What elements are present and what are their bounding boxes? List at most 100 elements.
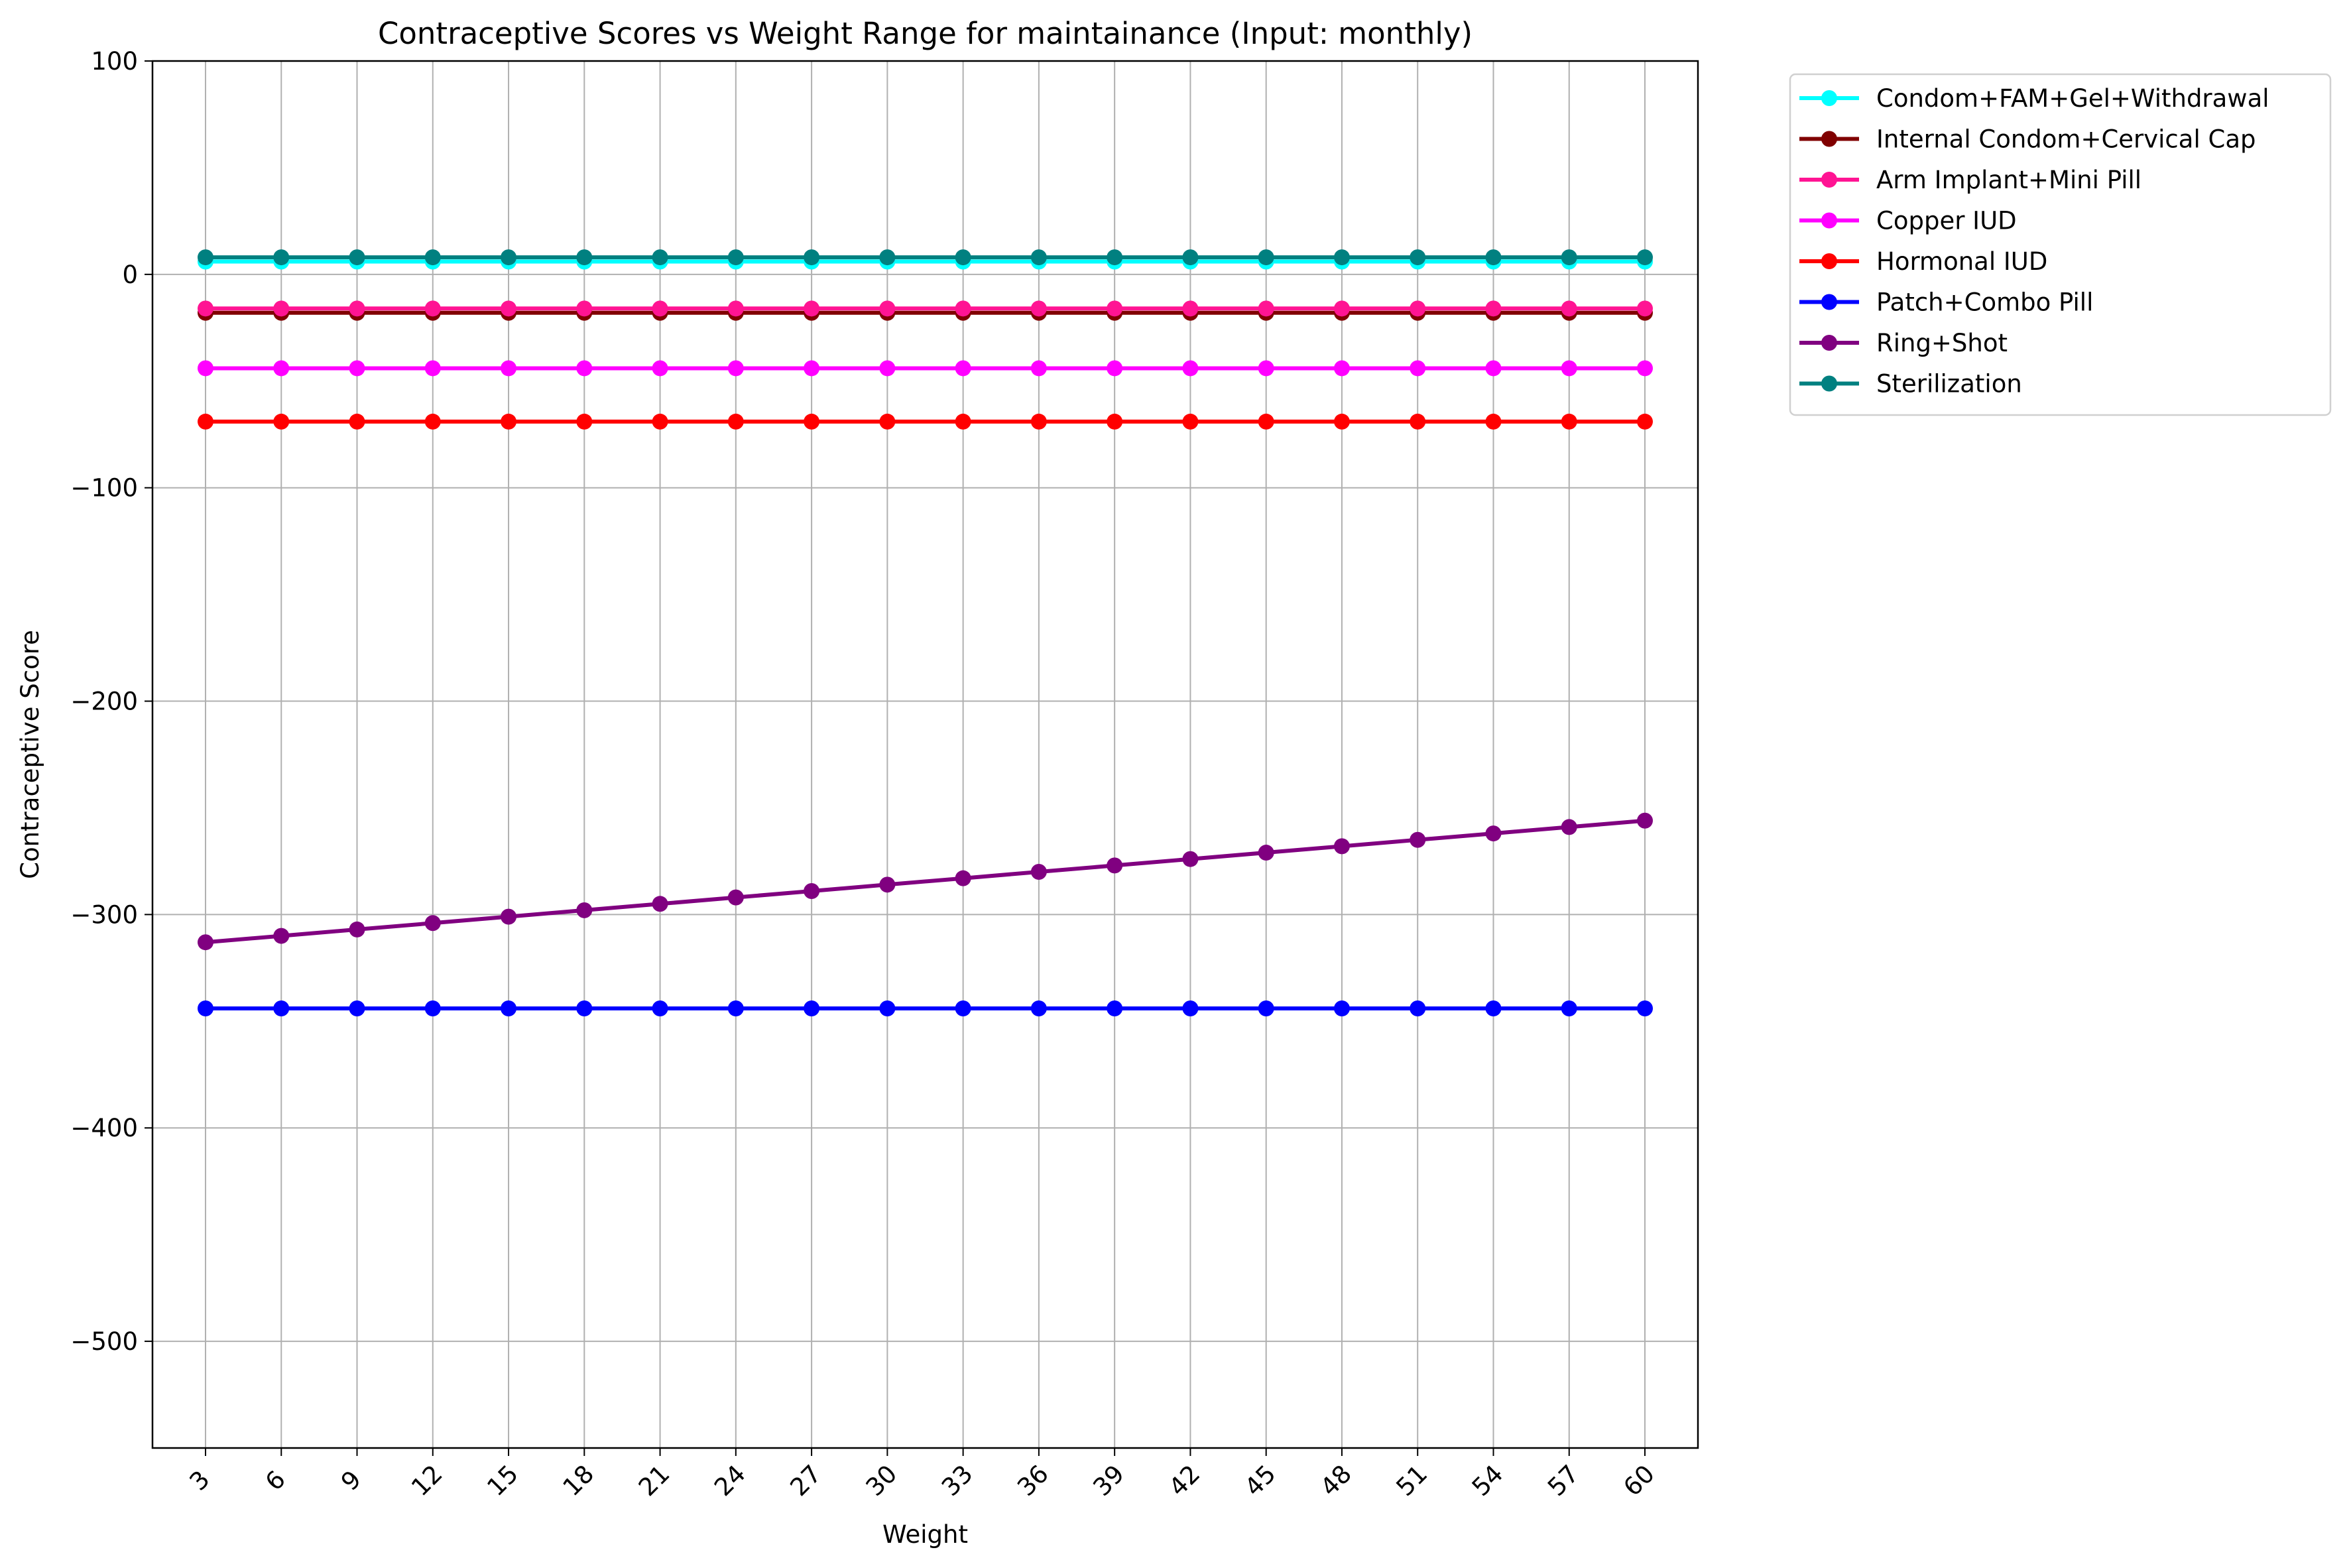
data-point: [1637, 300, 1654, 317]
data-point: [1258, 1000, 1274, 1016]
data-point: [424, 413, 441, 430]
data-point: [804, 882, 820, 899]
data-point: [727, 1000, 744, 1016]
legend-marker: [1821, 335, 1837, 351]
legend-item: Condom+FAM+Gel+Withdrawal: [1799, 84, 2269, 113]
data-point: [879, 413, 896, 430]
data-point: [1030, 360, 1047, 377]
data-point: [273, 1000, 290, 1016]
legend-item: Hormonal IUD: [1799, 247, 2047, 276]
legend-item: Sterilization: [1799, 370, 2022, 398]
data-point: [1410, 360, 1426, 377]
data-point: [955, 360, 971, 377]
data-point: [804, 300, 820, 317]
data-point: [727, 249, 744, 266]
data-point: [652, 896, 668, 912]
data-point: [1561, 413, 1577, 430]
series-line: [205, 818, 1646, 945]
data-point: [1637, 249, 1654, 266]
data-point: [197, 249, 213, 266]
data-point: [197, 413, 213, 430]
data-point: [1258, 413, 1274, 430]
data-point: [1258, 845, 1274, 861]
legend-label: Condom+FAM+Gel+Withdrawal: [1876, 84, 2269, 113]
data-point: [424, 1000, 441, 1016]
data-point: [273, 413, 290, 430]
data-point: [501, 300, 517, 317]
y-tick-label: 100: [91, 47, 138, 76]
legend-label: Arm Implant+Mini Pill: [1876, 166, 2141, 194]
data-point: [1485, 249, 1502, 266]
data-point: [955, 249, 971, 266]
series-5: [197, 1000, 1654, 1016]
data-point: [879, 876, 896, 893]
data-point: [652, 413, 668, 430]
legend-marker: [1821, 172, 1837, 188]
data-point: [727, 360, 744, 377]
data-point: [424, 360, 441, 377]
legend-marker: [1821, 294, 1837, 310]
data-point: [1637, 360, 1654, 377]
data-point: [1561, 1000, 1577, 1016]
data-point: [1485, 825, 1502, 842]
data-point: [501, 249, 517, 266]
data-point: [1107, 413, 1123, 430]
data-point: [955, 1000, 971, 1016]
legend-marker: [1821, 375, 1837, 392]
data-point: [955, 870, 971, 886]
y-tick-label: −400: [70, 1114, 138, 1142]
data-point: [1107, 857, 1123, 874]
data-point: [1485, 300, 1502, 317]
data-point: [1637, 1000, 1654, 1016]
data-point: [1485, 360, 1502, 377]
plot-frame: [151, 60, 1699, 1449]
data-point: [1637, 812, 1654, 829]
legend-item: Patch+Combo Pill: [1799, 288, 2093, 317]
data-point: [652, 249, 668, 266]
data-point: [349, 249, 365, 266]
legend-item: Arm Implant+Mini Pill: [1799, 166, 2141, 194]
data-point: [1182, 249, 1199, 266]
data-point: [1258, 249, 1274, 266]
data-point: [1030, 1000, 1047, 1016]
legend-label: Patch+Combo Pill: [1876, 288, 2093, 317]
data-point: [501, 908, 517, 925]
data-point: [1258, 300, 1274, 317]
legend-label: Copper IUD: [1876, 207, 2017, 235]
data-point: [1410, 831, 1426, 848]
data-point: [1333, 360, 1350, 377]
data-point: [197, 360, 213, 377]
data-point: [879, 300, 896, 317]
data-point: [576, 249, 593, 266]
y-axis-label: Contraceptive Score: [16, 630, 44, 879]
y-tick-label: −200: [70, 688, 138, 716]
data-point: [273, 300, 290, 317]
data-point: [1030, 300, 1047, 317]
legend: Condom+FAM+Gel+Withdrawal Internal Condom…: [1789, 73, 2332, 416]
legend-item: Ring+Shot: [1799, 329, 2008, 357]
y-tick-label: −500: [70, 1327, 138, 1356]
chart-title: Contraceptive Scores vs Weight Range for…: [378, 16, 1473, 51]
legend-label: Ring+Shot: [1876, 329, 2008, 357]
data-point: [349, 360, 365, 377]
legend-label: Sterilization: [1876, 370, 2022, 398]
data-point: [804, 360, 820, 377]
data-point: [424, 249, 441, 266]
grid: [152, 60, 1698, 1448]
data-point: [1333, 249, 1350, 266]
data-point: [727, 300, 744, 317]
y-tick-label: 0: [122, 261, 138, 289]
legend-label: Hormonal IUD: [1876, 247, 2047, 276]
data-point: [652, 1000, 668, 1016]
data-point: [576, 360, 593, 377]
data-point: [1182, 413, 1199, 430]
series-6: [197, 812, 1654, 951]
legend-marker: [1821, 212, 1837, 229]
data-point: [197, 934, 213, 951]
data-point: [576, 902, 593, 918]
data-point: [652, 300, 668, 317]
data-point: [576, 1000, 593, 1016]
data-point: [197, 1000, 213, 1016]
series-layer: [197, 249, 1654, 1016]
